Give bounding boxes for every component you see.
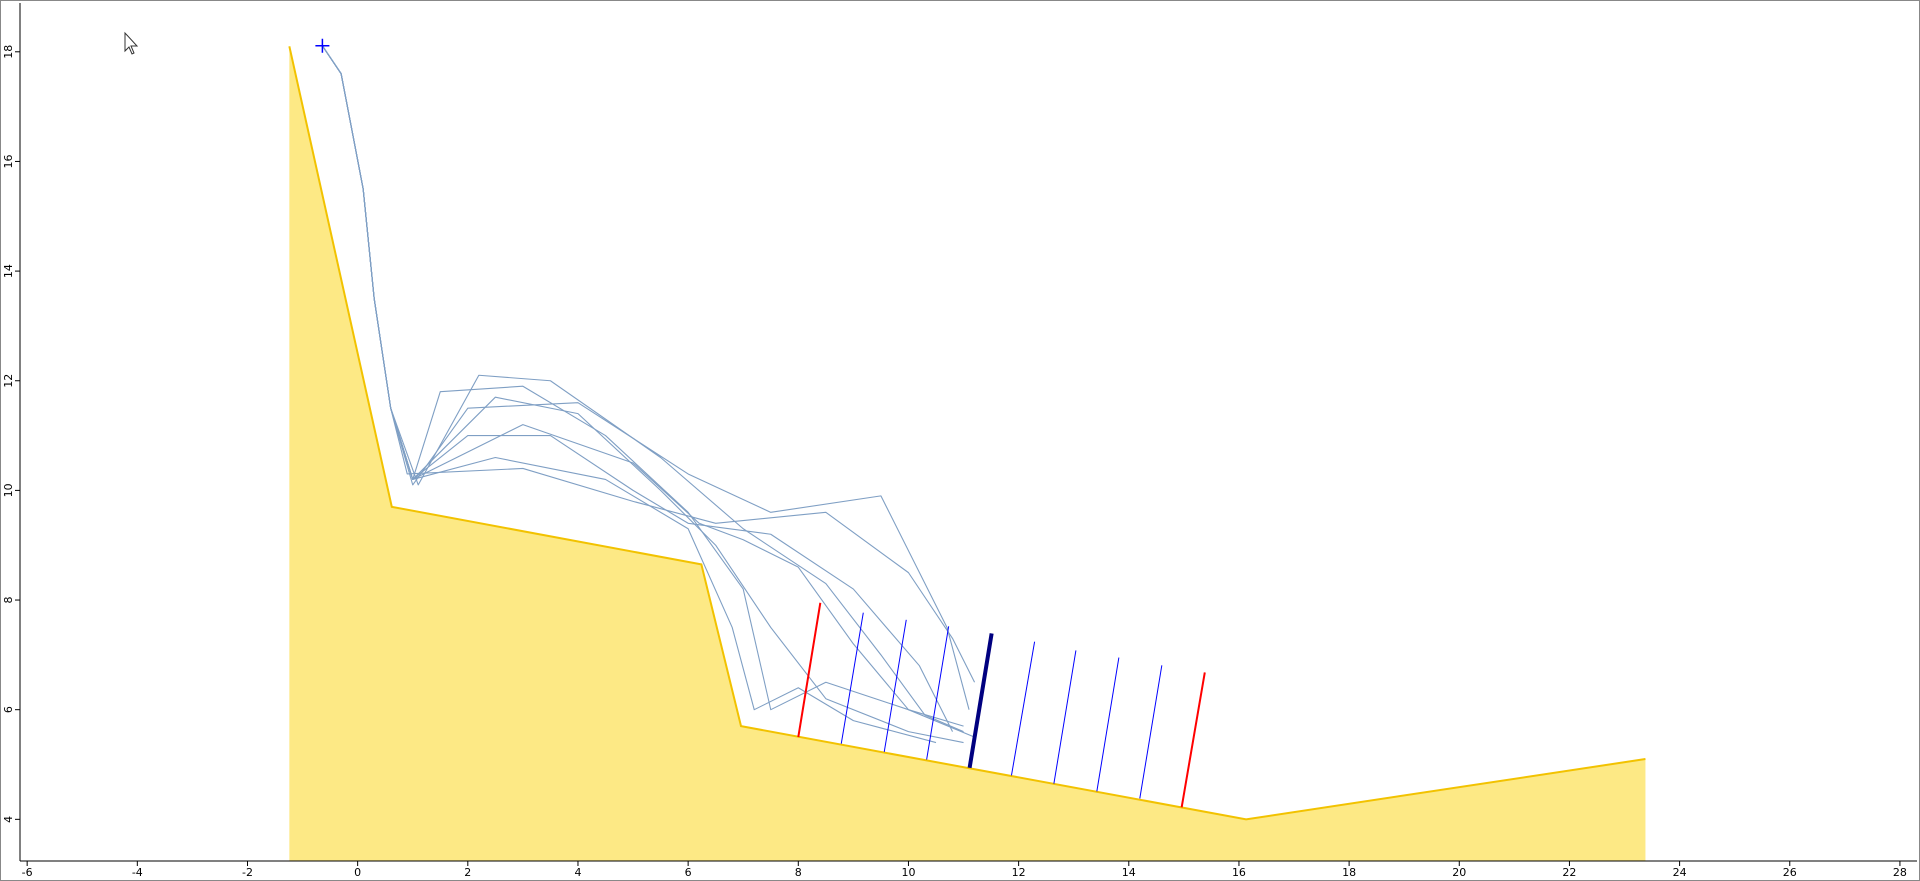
x-tick-label: -6 (22, 866, 33, 879)
x-tick-label: 20 (1452, 866, 1466, 879)
slope-fill (289, 46, 1646, 862)
y-tick-label: 6 (2, 706, 15, 713)
x-tick-label: 28 (1893, 866, 1907, 879)
x-tick-label: -2 (242, 866, 253, 879)
barrier (967, 633, 994, 769)
seeder (315, 38, 330, 53)
cursor (124, 31, 139, 55)
x-tick-label: 14 (1122, 866, 1136, 879)
x-tick-label: 0 (354, 866, 361, 879)
y-tick-label: 14 (2, 264, 15, 278)
y-tick-label: 12 (2, 374, 15, 388)
x-tick-label: 18 (1342, 866, 1356, 879)
barrier (840, 612, 864, 744)
x-tick-label: 24 (1673, 866, 1687, 879)
x-tick-label: 26 (1783, 866, 1797, 879)
barrier (1096, 657, 1120, 792)
y-tick-label: 8 (2, 597, 15, 604)
barrier (1053, 650, 1077, 784)
barrier (1180, 672, 1206, 808)
x-tick-label: -4 (132, 866, 143, 879)
y-tick-label: 4 (2, 816, 15, 823)
x-tick-label: 22 (1562, 866, 1576, 879)
x-tick-label: 8 (795, 866, 802, 879)
y-tick-label: 16 (2, 154, 15, 168)
x-tick-label: 16 (1232, 866, 1246, 879)
x-tick-label: 4 (574, 866, 581, 879)
x-tick-label: 10 (901, 866, 915, 879)
x-tick-label: 12 (1012, 866, 1026, 879)
x-tick-label: 6 (685, 866, 692, 879)
trajectory (321, 45, 964, 727)
barrier (797, 602, 822, 738)
barrier (883, 619, 907, 752)
barrier (1139, 665, 1163, 799)
barrier (1010, 641, 1036, 776)
y-tick-label: 18 (2, 45, 15, 59)
slope-profile (288, 46, 1646, 821)
y-tick-label: 10 (2, 483, 15, 497)
x-tick-label: 2 (464, 866, 471, 879)
barrier (926, 626, 950, 760)
